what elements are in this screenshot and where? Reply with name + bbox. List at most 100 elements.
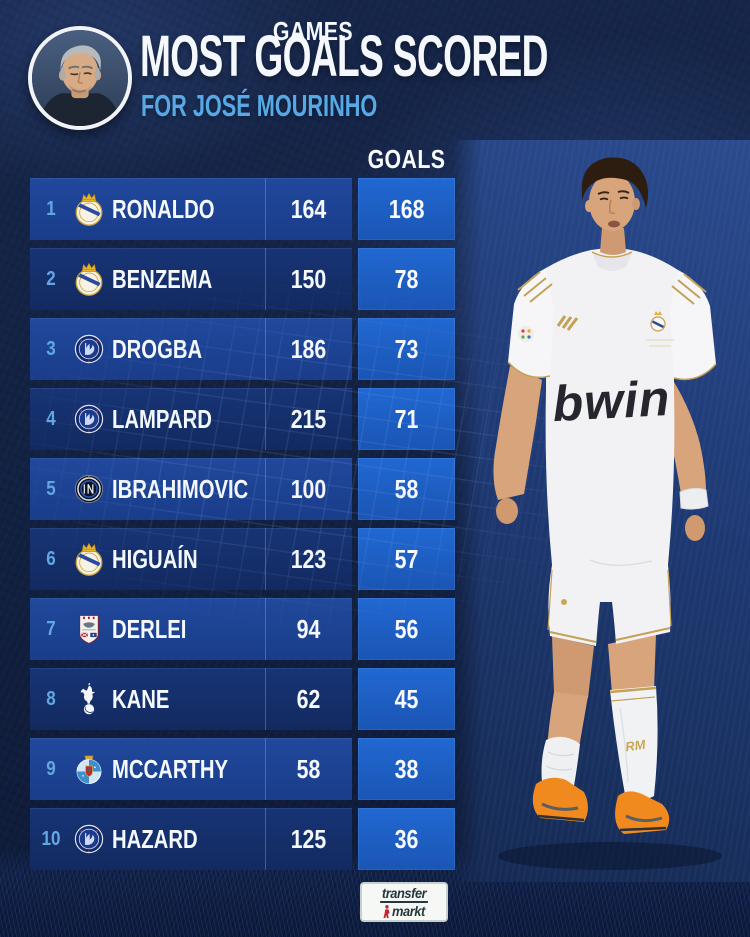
transfermarkt-logo: transfer markt bbox=[360, 882, 448, 922]
player-row-bar: 7 DERLEI 94 bbox=[30, 598, 352, 660]
player-name: HAZARD bbox=[112, 823, 198, 854]
club-badge-chelsea-icon bbox=[72, 330, 106, 368]
rank-number: 8 bbox=[46, 688, 56, 710]
club-badge-porto-icon bbox=[72, 750, 106, 788]
player-row-bar: 2 BENZEMA 150 bbox=[30, 248, 352, 310]
player-name: BENZEMA bbox=[112, 263, 213, 294]
player-figure-illustration: RM bwin bbox=[493, 157, 722, 870]
player-row-bar: 5 IBRAHIMOVIC 100 bbox=[30, 458, 352, 520]
rank-number: 9 bbox=[46, 758, 56, 780]
player-name: LAMPARD bbox=[112, 403, 212, 434]
table-row: 1 RONALDO 164 168 bbox=[30, 178, 455, 240]
player-name: IBRAHIMOVIC bbox=[112, 473, 249, 504]
club-badge-inter-milan-icon bbox=[72, 470, 106, 508]
table-row: 4 LAMPARD 215 71 bbox=[30, 388, 455, 450]
goals-value: 58 bbox=[394, 473, 419, 504]
player-name: DERLEI bbox=[112, 613, 187, 644]
column-divider bbox=[265, 458, 266, 520]
goals-value: 57 bbox=[394, 543, 419, 574]
rank-number: 10 bbox=[41, 828, 61, 850]
transfermarkt-logo-line2: markt bbox=[392, 903, 425, 919]
column-divider bbox=[265, 738, 266, 800]
games-value: 62 bbox=[296, 684, 321, 714]
rank-number: 7 bbox=[46, 618, 56, 640]
goals-value: 56 bbox=[394, 613, 419, 644]
player-row-bar: 8 KANE 62 bbox=[30, 668, 352, 730]
goals-cell: 45 bbox=[358, 668, 455, 730]
goals-value: 168 bbox=[388, 193, 425, 224]
games-value: 186 bbox=[290, 334, 327, 364]
column-divider bbox=[265, 388, 266, 450]
games-value: 164 bbox=[290, 194, 327, 224]
player-name: HIGUAÍN bbox=[112, 543, 198, 574]
games-value: 215 bbox=[290, 404, 327, 434]
column-divider bbox=[265, 528, 266, 590]
table-row: 5 IBRAHIMOVIC 100 58 bbox=[30, 458, 455, 520]
cristiano-ronaldo-photo: RM bwin bbox=[440, 140, 750, 880]
rank-number: 4 bbox=[46, 408, 56, 430]
player-row-bar: 10 HAZARD 125 bbox=[30, 808, 352, 870]
games-value: 125 bbox=[290, 824, 327, 854]
games-value: 94 bbox=[296, 614, 321, 644]
table-row: 3 DROGBA 186 73 bbox=[30, 318, 455, 380]
games-value: 100 bbox=[290, 474, 327, 504]
column-divider bbox=[265, 668, 266, 730]
games-value: 58 bbox=[296, 754, 321, 784]
goals-cell: 73 bbox=[358, 318, 455, 380]
sock-initials-text: RM bbox=[624, 737, 647, 755]
shirt-sponsor-text: bwin bbox=[551, 370, 672, 432]
goals-value: 71 bbox=[394, 403, 419, 434]
club-badge-real-madrid-icon bbox=[72, 260, 106, 298]
goals-cell: 57 bbox=[358, 528, 455, 590]
column-divider bbox=[265, 598, 266, 660]
table-row: 9 MCCARTHY 58 38 bbox=[30, 738, 455, 800]
player-name: RONALDO bbox=[112, 193, 215, 224]
rank-number: 5 bbox=[46, 478, 56, 500]
club-badge-chelsea-icon bbox=[72, 400, 106, 438]
games-value: 123 bbox=[290, 544, 327, 574]
jose-mourinho-portrait-icon bbox=[32, 30, 128, 126]
ranking-table: 1 RONALDO 164 168 2 BENZEMA 150 78 3 DRO… bbox=[30, 178, 455, 878]
transfermarkt-mascot-icon bbox=[383, 904, 391, 919]
goals-cell: 168 bbox=[358, 178, 455, 240]
page-title: MOST GOALS SCORED bbox=[140, 24, 548, 89]
player-name: MCCARTHY bbox=[112, 753, 229, 784]
goals-value: 38 bbox=[394, 753, 419, 784]
table-row: 8 KANE 62 45 bbox=[30, 668, 455, 730]
column-divider bbox=[265, 178, 266, 240]
page-subtitle: FOR JOSÉ MOURINHO bbox=[141, 88, 378, 123]
goals-value: 36 bbox=[394, 823, 419, 854]
goals-cell: 58 bbox=[358, 458, 455, 520]
player-name: KANE bbox=[112, 683, 170, 714]
table-row: 2 BENZEMA 150 78 bbox=[30, 248, 455, 310]
column-divider bbox=[265, 248, 266, 310]
player-row-bar: 4 LAMPARD 215 bbox=[30, 388, 352, 450]
table-row: 10 HAZARD 125 36 bbox=[30, 808, 455, 870]
club-badge-uniao-de-leiria-icon bbox=[72, 610, 106, 648]
jose-mourinho-avatar bbox=[28, 26, 132, 130]
rank-number: 6 bbox=[46, 548, 56, 570]
table-row: 7 DERLEI 94 56 bbox=[30, 598, 455, 660]
player-row-bar: 9 MCCARTHY 58 bbox=[30, 738, 352, 800]
player-name: DROGBA bbox=[112, 333, 203, 364]
goals-cell: 71 bbox=[358, 388, 455, 450]
player-row-bar: 3 DROGBA 186 bbox=[30, 318, 352, 380]
rank-number: 3 bbox=[46, 338, 56, 360]
column-header-games: GAMES bbox=[272, 16, 354, 46]
goals-cell: 78 bbox=[358, 248, 455, 310]
club-badge-real-madrid-icon bbox=[72, 190, 106, 228]
goals-value: 78 bbox=[394, 263, 419, 294]
column-divider bbox=[265, 318, 266, 380]
player-row-bar: 6 HIGUAÍN 123 bbox=[30, 528, 352, 590]
rank-number: 1 bbox=[46, 198, 56, 220]
header: MOST GOALS SCORED FOR JOSÉ MOURINHO bbox=[140, 24, 750, 123]
goals-cell: 56 bbox=[358, 598, 455, 660]
table-row: 6 HIGUAÍN 123 57 bbox=[30, 528, 455, 590]
goals-value: 73 bbox=[394, 333, 419, 364]
club-badge-tottenham-icon bbox=[72, 680, 106, 718]
goals-cell: 38 bbox=[358, 738, 455, 800]
club-badge-real-madrid-icon bbox=[72, 540, 106, 578]
club-badge-chelsea-icon bbox=[72, 820, 106, 858]
column-divider bbox=[265, 808, 266, 870]
player-row-bar: 1 RONALDO 164 bbox=[30, 178, 352, 240]
